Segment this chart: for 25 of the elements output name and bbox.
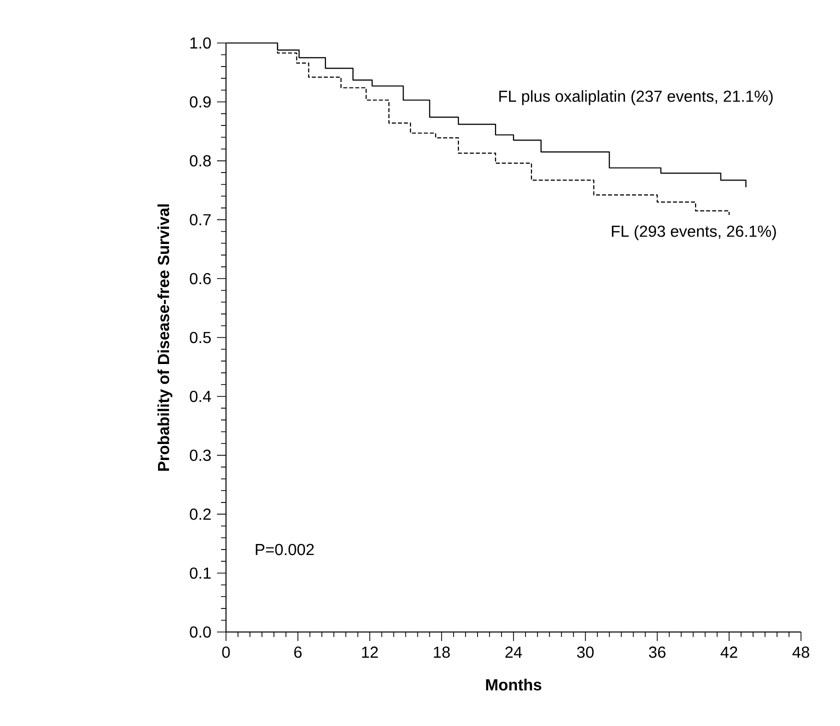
y-tick-label: 0.4	[190, 390, 211, 402]
x-axis-title: Months	[486, 678, 542, 690]
y-tick-label: 0.2	[190, 508, 211, 520]
x-tick-label: 48	[792, 646, 810, 658]
y-tick-label: 0.1	[190, 567, 211, 579]
x-tick-label: 36	[648, 646, 666, 658]
series-label: FL plus oxaliplatin (237 events, 21.1%)	[499, 90, 773, 106]
x-tick-label: 30	[577, 646, 594, 658]
y-tick-label: 0.5	[190, 332, 211, 344]
y-tick-label: 0.3	[190, 450, 211, 461]
x-tick-label: 18	[434, 646, 450, 658]
y-axis-title: Probability of Disease-free Survival	[157, 204, 172, 471]
x-tick-label: 6	[294, 646, 302, 658]
y-tick-label: 0.0	[190, 626, 211, 638]
x-tick-label: 12	[362, 646, 378, 658]
y-tick-label: 0.9	[190, 96, 211, 108]
x-tick-label: 42	[720, 646, 738, 658]
x-tick-label: 24	[505, 646, 522, 658]
y-tick-label: 1.0	[190, 37, 211, 49]
y-tick-label: 0.8	[190, 155, 211, 166]
series-label: FL (293 events, 26.1%)	[612, 225, 776, 240]
x-tick-label: 0	[222, 646, 230, 658]
annotation: P=0.002	[256, 544, 314, 556]
y-tick-label: 0.7	[190, 214, 211, 226]
y-tick-label: 0.6	[190, 272, 211, 284]
